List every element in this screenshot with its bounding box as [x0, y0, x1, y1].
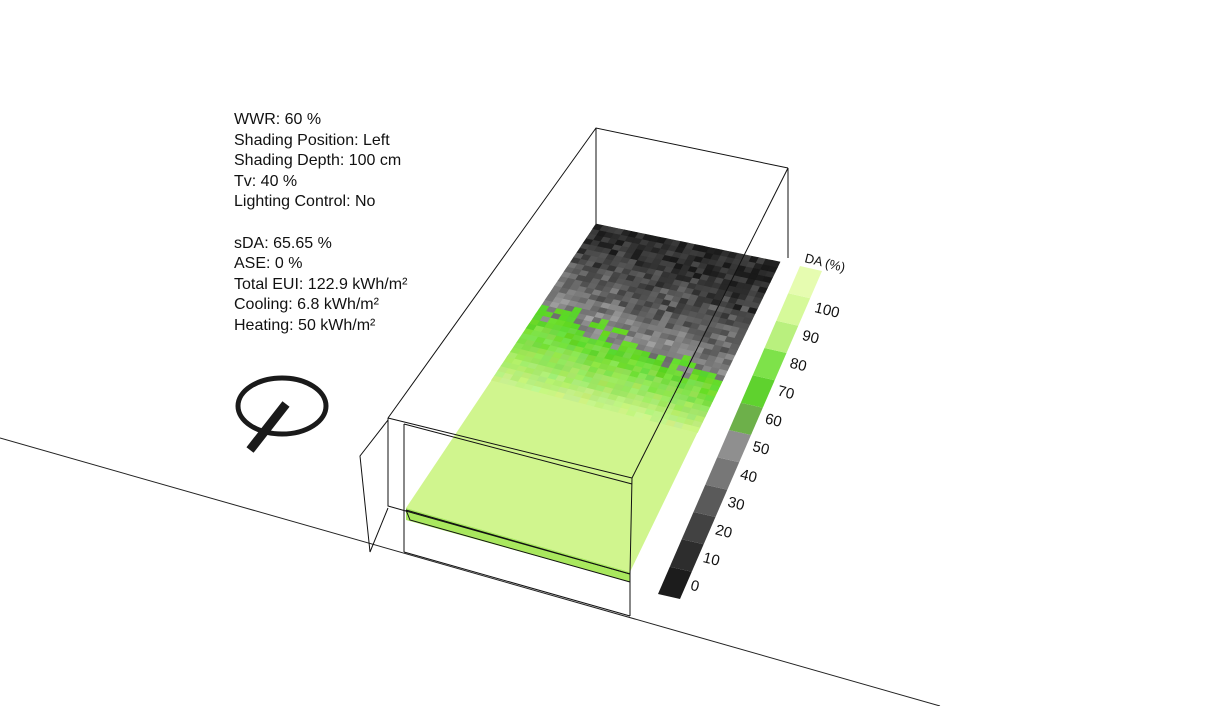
- legend-tick-label: 70: [776, 383, 796, 404]
- legend-swatch: [681, 512, 716, 545]
- info-panel: WWR: 60 % Shading Position: Left Shading D…: [234, 110, 407, 337]
- legend-swatch: [693, 484, 728, 517]
- param-shading-depth: Shading Depth: 100 cm: [234, 152, 402, 170]
- result-heating: Heating: 50 kWh/m²: [234, 316, 376, 334]
- result-total-eui: Total EUI: 122.9 kWh/m²: [234, 275, 408, 293]
- results-list: sDA: 65.65 % ASE: 0 % Total EUI: 122.9 kWh…: [234, 234, 407, 337]
- legend-tick-label: 90: [800, 327, 820, 348]
- north-arrow-icon: [235, 375, 329, 453]
- legend-swatch: [764, 320, 799, 353]
- legend-tick-label: 0: [689, 577, 701, 596]
- param-shading-position: Shading Position: Left: [234, 131, 390, 149]
- legend-tick-label: 40: [738, 466, 758, 487]
- legend-tick-label: 80: [788, 355, 808, 376]
- ground-line: [0, 437, 941, 706]
- result-sda: sDA: 65.65 %: [234, 234, 332, 252]
- result-ase: ASE: 0 %: [234, 255, 303, 273]
- legend-swatch: [776, 293, 811, 326]
- legend-swatch: [729, 402, 763, 435]
- legend-swatch: [705, 457, 740, 490]
- legend-swatch: [752, 348, 787, 381]
- daylight-grid: [406, 223, 781, 582]
- legend-swatch: [740, 375, 775, 408]
- param-tv: Tv: 40 %: [234, 172, 298, 190]
- room-box-back: [387, 127, 789, 419]
- legend-tick-label: 60: [763, 410, 783, 431]
- param-wwr: WWR: 60 %: [234, 111, 322, 128]
- grid-cell: [769, 260, 781, 268]
- spacer: [234, 213, 407, 234]
- legend-swatch: [788, 266, 822, 299]
- param-lighting-control: Lighting Control: No: [234, 193, 376, 211]
- legend-tick-label: 50: [751, 438, 771, 459]
- legend-tick-label: 30: [726, 494, 746, 515]
- legend-tick-label: 20: [714, 521, 734, 542]
- room-box-front: [359, 167, 789, 617]
- result-cooling: Cooling: 6.8 kWh/m²: [234, 296, 379, 314]
- legend-swatch: [658, 566, 692, 599]
- legend-swatch: [669, 539, 704, 572]
- legend-swatch: [717, 430, 751, 463]
- legend-tick-label: 100: [813, 299, 841, 322]
- legend-tick-label: 10: [701, 549, 721, 570]
- parameter-list: WWR: 60 % Shading Position: Left Shading D…: [234, 110, 407, 213]
